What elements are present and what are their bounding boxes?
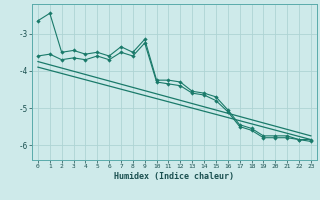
X-axis label: Humidex (Indice chaleur): Humidex (Indice chaleur) (115, 172, 234, 181)
